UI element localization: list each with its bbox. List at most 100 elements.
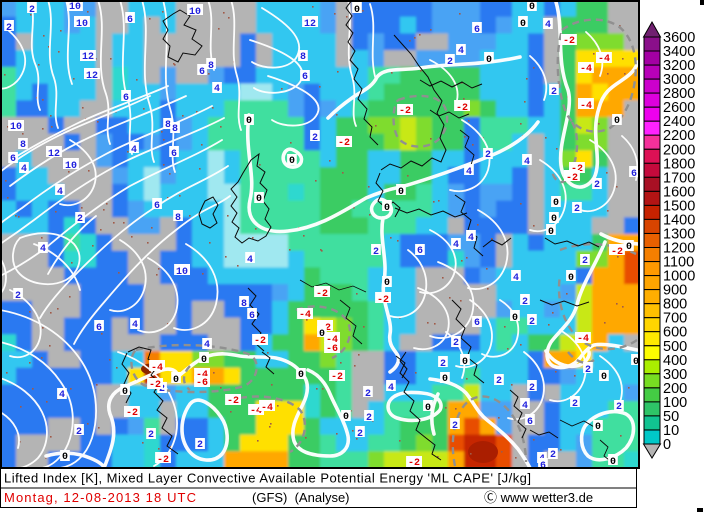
svg-text:8: 8	[208, 61, 214, 72]
svg-text:700: 700	[663, 311, 687, 327]
svg-text:4: 4	[524, 157, 530, 168]
svg-text:2: 2	[453, 338, 459, 349]
svg-text:0: 0	[462, 357, 468, 368]
svg-text:-2: -2	[227, 396, 239, 407]
svg-text:2: 2	[452, 421, 458, 432]
svg-text:10: 10	[663, 423, 679, 439]
svg-text:10: 10	[69, 2, 81, 13]
svg-text:Montag, 12-08-2013 18 UTC: Montag, 12-08-2013 18 UTC	[4, 490, 196, 505]
svg-text:6: 6	[154, 201, 160, 212]
svg-text:4: 4	[131, 145, 137, 156]
svg-text:2200: 2200	[663, 128, 695, 144]
svg-text:6: 6	[10, 154, 16, 165]
svg-text:-2: -2	[611, 247, 623, 258]
svg-text:2: 2	[148, 430, 154, 441]
svg-text:4: 4	[59, 390, 65, 401]
svg-text:0: 0	[425, 403, 431, 414]
svg-text:-4: -4	[326, 335, 338, 346]
svg-text:2: 2	[616, 402, 622, 413]
svg-text:12: 12	[48, 149, 60, 160]
svg-text:0: 0	[201, 355, 207, 366]
svg-text:0: 0	[298, 370, 304, 381]
svg-text:0: 0	[384, 203, 390, 214]
svg-text:8: 8	[20, 140, 26, 151]
svg-text:-2: -2	[331, 372, 343, 383]
svg-text:1700: 1700	[663, 170, 695, 186]
svg-text:2: 2	[77, 214, 83, 225]
svg-text:-4: -4	[580, 101, 592, 112]
svg-text:-4: -4	[580, 64, 592, 75]
svg-text:4: 4	[204, 340, 210, 351]
svg-text:6: 6	[249, 311, 255, 322]
svg-text:0: 0	[62, 452, 68, 463]
svg-text:2: 2	[594, 180, 600, 191]
svg-text:2: 2	[29, 5, 35, 16]
svg-text:8: 8	[241, 299, 247, 310]
svg-text:12: 12	[304, 19, 316, 30]
svg-text:3000: 3000	[663, 72, 695, 88]
svg-text:-2: -2	[149, 380, 161, 391]
svg-text:-4: -4	[598, 54, 610, 65]
svg-text:0: 0	[610, 457, 616, 468]
svg-text:-2: -2	[456, 103, 468, 114]
svg-text:1000: 1000	[663, 269, 695, 285]
svg-text:0: 0	[354, 5, 360, 16]
svg-text:8: 8	[175, 213, 181, 224]
svg-text:(GFS) (Analyse): (GFS) (Analyse)	[252, 490, 350, 505]
svg-text:6: 6	[96, 323, 102, 334]
svg-text:1800: 1800	[663, 156, 695, 172]
svg-text:2: 2	[447, 57, 453, 68]
svg-text:8: 8	[165, 120, 171, 131]
svg-text:6: 6	[474, 318, 480, 329]
svg-text:-2: -2	[563, 36, 575, 47]
svg-text:2: 2	[522, 297, 528, 308]
svg-text:2: 2	[373, 247, 379, 258]
svg-text:2: 2	[440, 359, 446, 370]
svg-text:0: 0	[529, 2, 535, 13]
svg-text:10: 10	[10, 122, 22, 133]
svg-text:6: 6	[171, 149, 177, 160]
svg-text:10: 10	[176, 267, 188, 278]
svg-text:0: 0	[595, 422, 601, 433]
svg-text:4: 4	[214, 84, 220, 95]
svg-text:-4: -4	[299, 310, 311, 321]
svg-text:10: 10	[189, 7, 201, 18]
svg-text:2: 2	[312, 133, 318, 144]
svg-text:0: 0	[551, 214, 557, 225]
svg-text:4: 4	[513, 273, 519, 284]
svg-text:0: 0	[568, 273, 574, 284]
svg-text:6: 6	[199, 67, 205, 78]
svg-text:4: 4	[466, 167, 472, 178]
svg-text:2: 2	[365, 389, 371, 400]
svg-text:-2: -2	[377, 295, 389, 306]
svg-text:0: 0	[246, 116, 252, 127]
svg-text:2: 2	[582, 256, 588, 267]
svg-text:6: 6	[527, 417, 533, 428]
svg-text:4: 4	[247, 255, 253, 266]
svg-text:6: 6	[631, 169, 637, 180]
svg-text:Ⓒ www wetter3.de: Ⓒ www wetter3.de	[484, 490, 593, 505]
svg-text:2: 2	[572, 399, 578, 410]
svg-text:-6: -6	[326, 344, 338, 355]
svg-text:-4: -4	[250, 406, 262, 417]
svg-text:6: 6	[302, 72, 308, 83]
svg-text:0: 0	[626, 242, 632, 253]
svg-text:12: 12	[86, 71, 98, 82]
svg-text:-2: -2	[254, 336, 266, 347]
svg-text:1300: 1300	[663, 227, 695, 243]
svg-text:2: 2	[529, 317, 535, 328]
svg-text:200: 200	[663, 381, 687, 397]
svg-text:3400: 3400	[663, 44, 695, 60]
svg-text:4: 4	[388, 383, 394, 394]
svg-text:-2: -2	[338, 138, 350, 149]
svg-text:4: 4	[458, 46, 464, 57]
svg-text:4: 4	[522, 401, 528, 412]
svg-text:0: 0	[256, 194, 262, 205]
svg-text:6: 6	[417, 246, 423, 257]
svg-text:-4: -4	[261, 403, 273, 414]
svg-text:900: 900	[663, 283, 687, 299]
svg-text:-2: -2	[157, 455, 169, 466]
svg-text:2: 2	[485, 150, 491, 161]
svg-text:0: 0	[633, 357, 639, 368]
svg-text:-6: -6	[196, 378, 208, 389]
